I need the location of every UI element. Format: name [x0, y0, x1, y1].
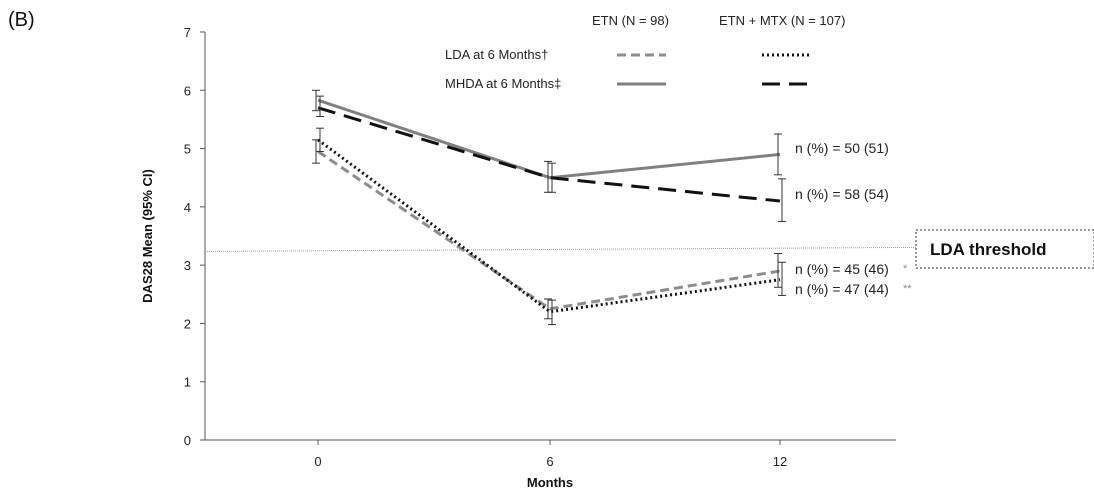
threshold: LDA threshold [204, 229, 1094, 269]
x-tick-label: 6 [546, 454, 553, 469]
legend-row-mhda: MHDA at 6 Months‡ [445, 76, 561, 91]
series-line-0 [317, 150, 781, 311]
threshold-box [915, 229, 1094, 269]
y-tick-label: 6 [184, 83, 191, 98]
x-tick-label: 0 [314, 454, 321, 469]
y-tick-label: 5 [184, 142, 191, 157]
y-tick-label: 1 [184, 375, 191, 390]
axes [204, 32, 896, 441]
series-annotation-0: n (%) = 45 (46) [795, 261, 889, 277]
series-group [312, 89, 786, 326]
x-tick-label: 12 [773, 454, 787, 469]
y-ticks: 0 1 2 3 4 5 6 7 [184, 25, 205, 448]
legend-header-etn-mtx: ETN + MTX (N = 107) [719, 13, 845, 28]
y-tick-label: 2 [184, 316, 191, 331]
x-axis-label: Months [527, 475, 573, 490]
panel-label: (B) [8, 9, 35, 31]
x-ticks: 0 6 12 [314, 440, 787, 469]
y-tick-label: 7 [184, 25, 191, 40]
threshold-label: LDA threshold [930, 240, 1046, 259]
legend-row-lda: LDA at 6 Months† [445, 47, 548, 62]
series-annotation-2: n (%) = 50 (51) [795, 140, 889, 156]
series-line-1 [317, 138, 781, 314]
series-annotation-mark-0: * [903, 263, 908, 275]
legend: ETN (N = 98) ETN + MTX (N = 107) LDA at … [445, 13, 845, 91]
series-annotation-mark-1: ** [903, 283, 912, 295]
series-annotation-3: n (%) = 58 (54) [795, 186, 889, 202]
threshold-line [204, 246, 917, 252]
y-tick-label: 4 [184, 200, 191, 215]
annotations: n (%) = 45 (46) * n (%) = 47 (44) ** n (%) =… [795, 140, 912, 297]
series-annotation-1: n (%) = 47 (44) [795, 281, 889, 297]
legend-header-etn: ETN (N = 98) [592, 13, 669, 28]
y-axis-label: DAS28 Mean (95% CI) [140, 169, 155, 303]
series-line-2 [317, 98, 781, 180]
y-tick-label: 3 [184, 258, 191, 273]
series-line-3 [317, 106, 781, 203]
y-tick-label: 0 [184, 433, 191, 448]
